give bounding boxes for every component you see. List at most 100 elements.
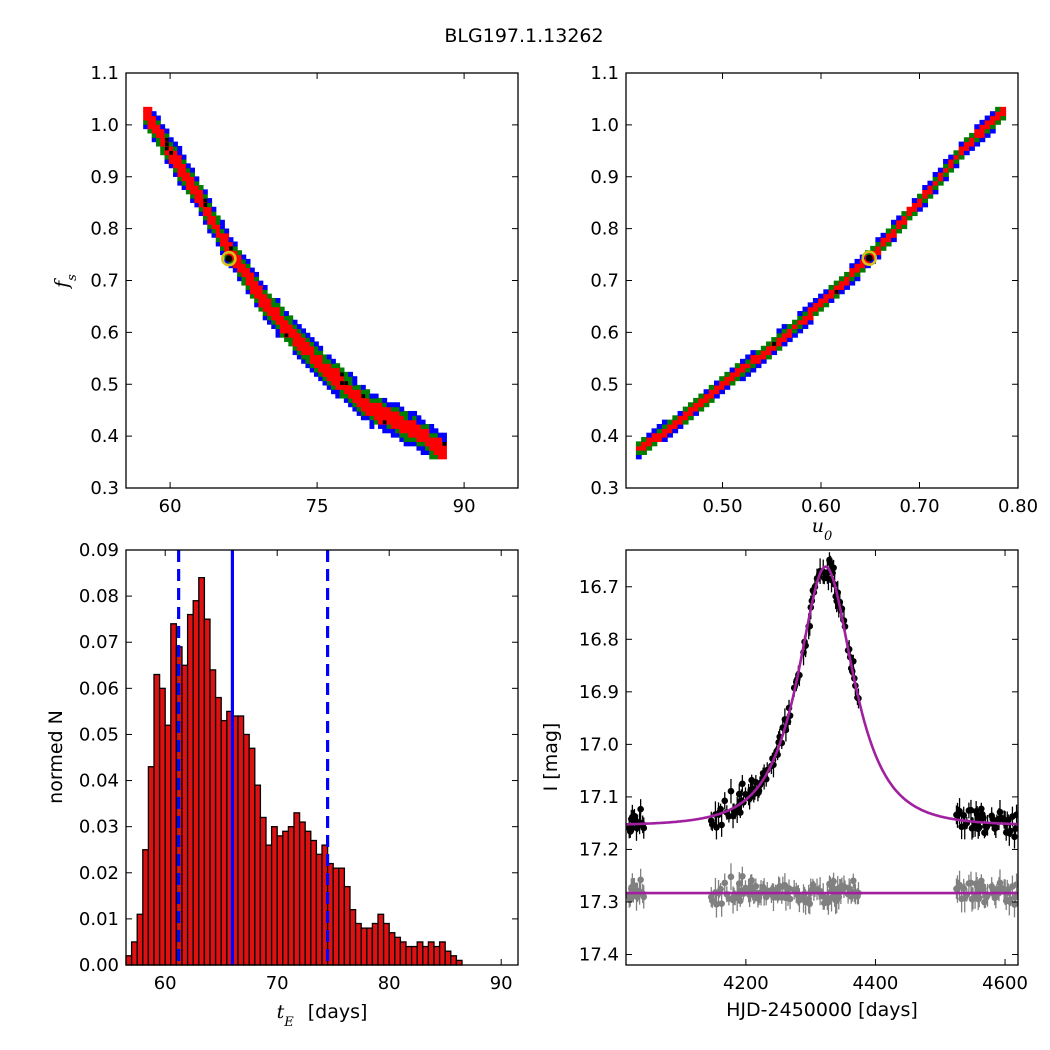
cell-level3	[386, 419, 392, 425]
cell-level2	[331, 384, 336, 390]
hist-bar	[366, 927, 374, 966]
model-curve	[626, 565, 1018, 826]
cell-level3	[890, 228, 897, 234]
cell-level3	[646, 441, 653, 447]
cell-level1	[301, 358, 307, 364]
cell-level2	[635, 450, 642, 456]
data-point	[956, 807, 963, 815]
cell-level3	[378, 410, 383, 416]
cell-level3	[292, 337, 298, 343]
x-tick-label: 80	[378, 973, 401, 994]
hist-bar	[214, 696, 222, 966]
cell-level1	[249, 267, 255, 273]
cell-level2	[360, 389, 366, 395]
cell-level3	[215, 232, 221, 238]
cell-level3	[885, 232, 892, 238]
cell-level3	[412, 423, 418, 429]
cell-level2	[343, 376, 349, 382]
cell-level2	[812, 311, 819, 316]
cell-level2	[641, 437, 647, 442]
cell-level1	[181, 185, 187, 190]
cell-level3	[979, 128, 986, 134]
cell-level3	[786, 328, 793, 334]
cell-level2	[958, 154, 965, 160]
cell-level3	[185, 176, 191, 182]
cell-level1	[164, 128, 170, 134]
cell-level1	[635, 454, 642, 460]
cell-level3	[245, 276, 251, 282]
cell-level3	[719, 384, 726, 390]
data-points	[626, 552, 1018, 918]
cell-level3	[147, 115, 153, 121]
cell-level3	[309, 350, 315, 356]
cell-level3	[403, 428, 409, 434]
cell-level2	[953, 150, 960, 156]
cell-level1	[220, 250, 225, 256]
cell-level1	[424, 450, 430, 456]
cell-level2	[143, 119, 149, 125]
cell-level2	[322, 358, 328, 364]
cell-level3	[232, 250, 238, 256]
hist-bar	[242, 733, 250, 966]
cell-level3	[220, 232, 225, 238]
cell-level3	[984, 119, 991, 125]
cell-level2	[927, 193, 934, 199]
cell-level2	[771, 337, 778, 343]
residual-point	[721, 879, 729, 887]
cell-level1	[719, 389, 726, 395]
cell-level1	[818, 293, 824, 299]
cell-level2	[292, 345, 298, 351]
cell-level1	[429, 423, 435, 429]
cell-level2	[969, 132, 975, 138]
cell-level3	[740, 367, 746, 373]
cell-level2	[271, 319, 277, 325]
cell-level3	[433, 445, 439, 451]
cell-level2	[305, 337, 311, 343]
cell-level2	[322, 376, 328, 382]
cell-level2	[326, 380, 332, 386]
cell-level3	[948, 163, 955, 169]
cell-level3	[844, 280, 850, 286]
cell-level1	[917, 206, 923, 212]
cell-level3	[360, 406, 366, 412]
data-point	[1011, 833, 1018, 841]
cell-level1	[331, 358, 336, 364]
cell-level2	[429, 454, 435, 460]
cell-level1	[322, 380, 328, 386]
hist-bar	[198, 577, 206, 966]
cell-level3	[984, 124, 991, 130]
cell-level1	[792, 332, 798, 338]
cell-level1	[378, 423, 383, 429]
cell-level2	[326, 358, 332, 364]
cell-level2	[386, 423, 392, 429]
cell-level3	[198, 189, 204, 195]
cell-level2	[403, 432, 409, 438]
cell-level1	[429, 428, 435, 434]
cell-level1	[661, 419, 668, 425]
cell-level3	[177, 172, 183, 177]
cell-level1	[326, 384, 332, 390]
cell-level3	[331, 367, 336, 373]
cell-level2	[309, 363, 315, 369]
cell-level3	[305, 341, 311, 347]
cell-level1	[348, 371, 353, 377]
cell-level3	[198, 193, 204, 199]
cell-level1	[352, 380, 358, 386]
y-tick-label: 16.7	[579, 577, 619, 598]
cell-level2	[1000, 115, 1007, 121]
cell-level3	[429, 437, 435, 442]
cell-level3	[807, 311, 814, 316]
hist-bar	[181, 664, 189, 966]
cell-level3	[266, 306, 272, 312]
cell-level2	[948, 167, 955, 173]
cell-level3	[880, 237, 887, 243]
cell-level1	[262, 284, 268, 290]
cell-level3	[734, 371, 741, 377]
y-tick-label: 0.8	[90, 219, 119, 240]
cell-level3	[207, 215, 213, 221]
hist-bar	[153, 673, 161, 966]
cell-level3	[292, 341, 298, 347]
cell-level3	[433, 450, 439, 456]
cell-level1	[190, 167, 196, 173]
cell-level3	[906, 211, 913, 217]
